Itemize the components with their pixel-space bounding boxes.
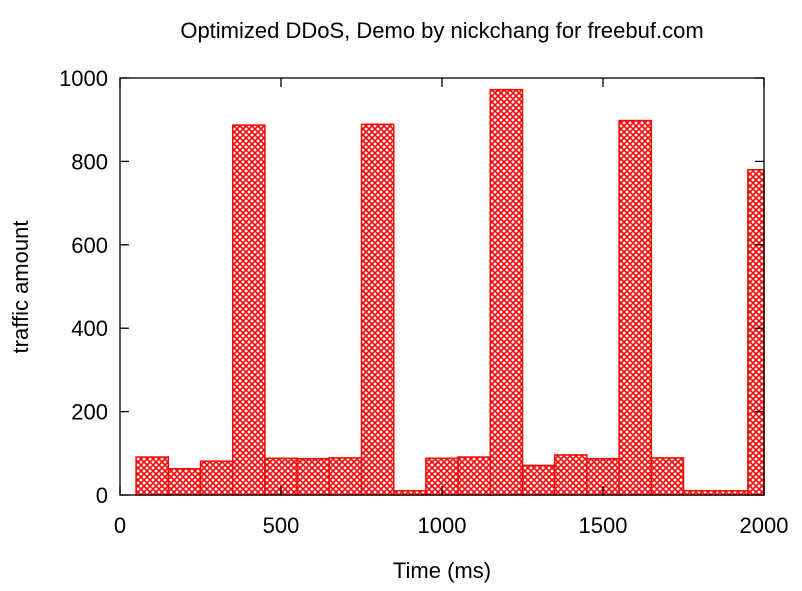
bar-1100 — [457, 456, 492, 496]
y-tick-label-800: 800 — [71, 149, 108, 174]
y-tick-label-1000: 1000 — [59, 66, 108, 91]
bar-600 — [296, 457, 331, 496]
y-tick-label-400: 400 — [71, 316, 108, 341]
plot-frame — [119, 77, 765, 496]
x-tick-label-0: 0 — [114, 513, 126, 538]
bar-1400 — [553, 454, 588, 496]
y-axis-label: traffic amount — [8, 221, 33, 354]
bar-2000 — [747, 168, 765, 496]
x-tick-label-1500: 1500 — [579, 513, 628, 538]
bar-200 — [167, 467, 202, 496]
bar-1200 — [489, 88, 524, 496]
bar-700 — [328, 457, 363, 496]
y-tick-label-0: 0 — [96, 483, 108, 508]
chart-title: Optimized DDoS, Demo by nickchang for fr… — [180, 18, 703, 43]
bar-1600 — [618, 119, 653, 496]
bar-300 — [199, 460, 234, 496]
bar-100 — [135, 456, 170, 496]
x-axis-label: Time (ms) — [393, 558, 491, 583]
y-tick-label-200: 200 — [71, 400, 108, 425]
x-tick-label-2000: 2000 — [740, 513, 789, 538]
x-tick-label-1000: 1000 — [418, 513, 467, 538]
bars-layer — [135, 88, 765, 496]
bar-1300 — [521, 464, 556, 496]
y-tick-label-600: 600 — [71, 233, 108, 258]
x-tick-label-500: 500 — [263, 513, 300, 538]
bar-400 — [231, 124, 266, 496]
ticks-layer: 0 200 400 600 800 1000 0 500 1000 1500 2000 — [59, 66, 788, 538]
bar-1700 — [650, 457, 685, 496]
bar-800 — [360, 123, 395, 496]
